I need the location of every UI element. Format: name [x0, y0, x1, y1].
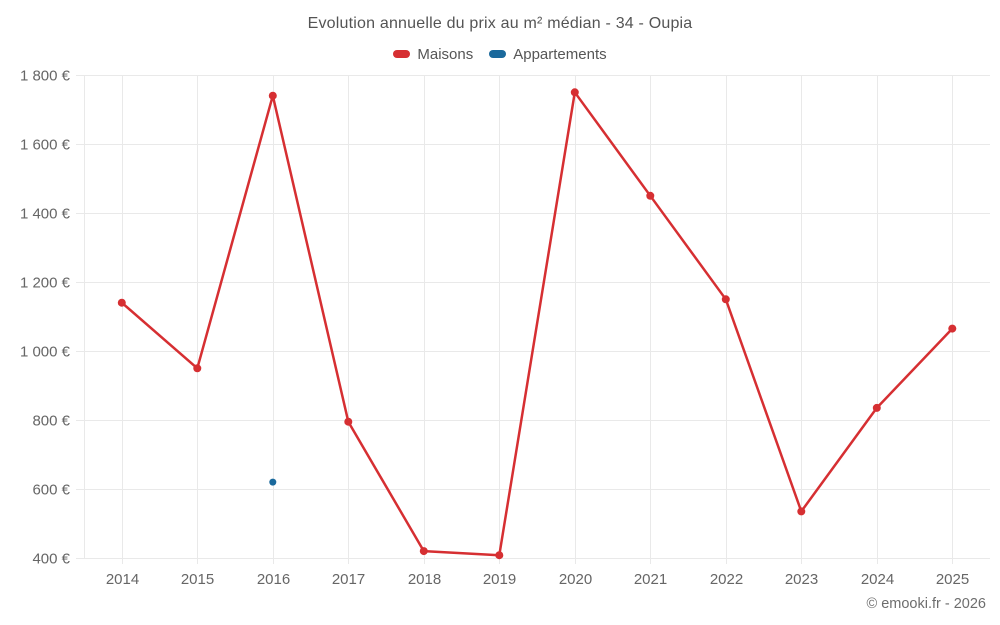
x-axis-tick-label: 2025 — [936, 571, 969, 588]
legend-item-maisons[interactable]: Maisons — [393, 46, 473, 63]
x-axis-tick-label: 2024 — [861, 571, 894, 588]
data-point-maisons-2021[interactable] — [646, 191, 655, 200]
copyright-text: © emooki.fr - 2026 — [866, 596, 986, 612]
y-axis-tick-label: 1 400 € — [20, 206, 71, 223]
y-axis-tick-label: 1 200 € — [20, 275, 71, 292]
data-point-maisons-2018[interactable] — [419, 547, 428, 556]
y-axis-tick-label: 600 € — [32, 482, 70, 499]
data-point-maisons-2014[interactable] — [117, 298, 126, 307]
data-point-maisons-2015[interactable] — [193, 364, 202, 373]
data-point-maisons-2020[interactable] — [570, 88, 579, 97]
data-point-maisons-2019[interactable] — [495, 551, 504, 560]
data-point-maisons-2024[interactable] — [872, 403, 881, 412]
x-axis-tick-label: 2017 — [332, 571, 365, 588]
data-point-maisons-2017[interactable] — [344, 417, 353, 426]
legend-swatch-maisons — [393, 50, 411, 58]
legend-label-maisons: Maisons — [417, 45, 474, 63]
x-axis-tick-label: 2022 — [710, 571, 743, 588]
legend-label-appartements: Appartements — [513, 45, 607, 63]
y-axis-tick-label: 1 800 € — [20, 68, 71, 85]
legend-swatch-appartements — [489, 50, 507, 58]
x-axis-tick-label: 2014 — [106, 571, 139, 588]
y-axis-tick-label: 400 € — [32, 551, 70, 568]
data-point-maisons-2022[interactable] — [721, 295, 730, 304]
y-axis-tick-label: 1 000 € — [20, 344, 71, 361]
data-point-appartements-2016[interactable] — [269, 478, 277, 486]
y-axis-tick-label: 1 600 € — [20, 137, 71, 154]
legend-item-appartements[interactable]: Appartements — [489, 45, 607, 63]
data-point-maisons-2023[interactable] — [797, 507, 806, 516]
x-axis-tick-label: 2019 — [483, 571, 516, 588]
y-axis-tick-label: 800 € — [32, 413, 70, 430]
chart-title: Evolution annuelle du prix au m² médian … — [307, 15, 693, 32]
x-axis-tick-label: 2021 — [634, 571, 667, 588]
data-point-maisons-2025[interactable] — [948, 324, 957, 333]
x-axis-tick-label: 2018 — [408, 571, 441, 588]
x-axis-tick-label: 2015 — [181, 571, 214, 588]
x-axis-tick-label: 2023 — [785, 571, 818, 588]
x-axis-tick-label: 2016 — [257, 571, 290, 588]
chart-legend: Maisons Appartements — [0, 44, 1000, 64]
data-point-maisons-2016[interactable] — [268, 91, 277, 100]
x-axis-tick-label: 2020 — [559, 571, 592, 588]
series-line-maisons — [120, 91, 954, 557]
